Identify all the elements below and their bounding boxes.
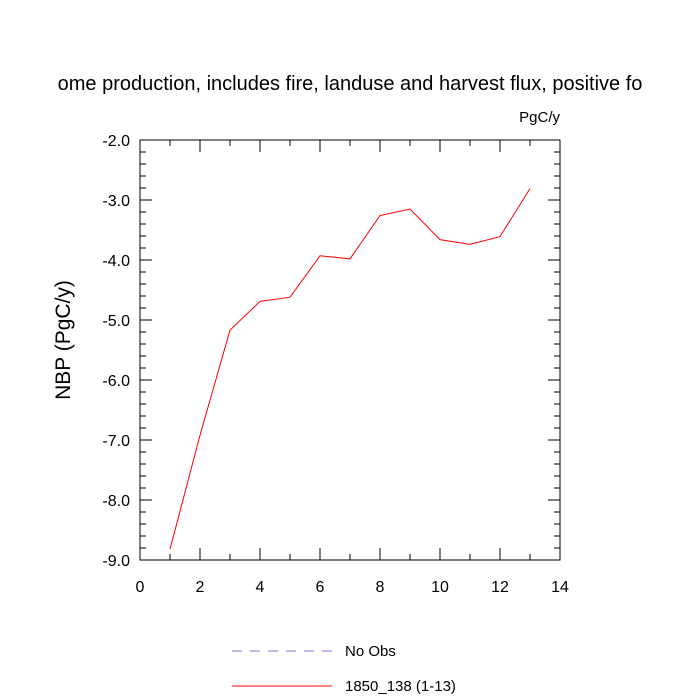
- series-line: [169, 188, 531, 550]
- x-tick-label: 2: [196, 579, 205, 596]
- y-tick-label: -8.0: [102, 493, 130, 510]
- x-tick-label: 12: [491, 579, 509, 596]
- legend: No Obs 1850_138 (1-13): [232, 643, 456, 695]
- chart-units: PgC/y: [519, 109, 560, 126]
- legend-label: No Obs: [345, 643, 396, 660]
- legend-label: 1850_138 (1-13): [345, 678, 456, 695]
- y-tick-label: -7.0: [102, 433, 130, 450]
- y-tick-label: -2.0: [102, 133, 130, 150]
- x-tick-label: 8: [376, 579, 385, 596]
- x-tick-label: 14: [551, 579, 569, 596]
- y-tick-label: -6.0: [102, 373, 130, 390]
- x-tick-label: 10: [431, 579, 449, 596]
- x-tick-label: 4: [256, 579, 265, 596]
- chart-title: ome production, includes fire, landuse a…: [58, 73, 643, 95]
- y-axis-label: NBP (PgC/y): [52, 280, 75, 400]
- x-tick-label: 6: [316, 579, 325, 596]
- x-tick-label: 0: [136, 579, 145, 596]
- y-axis-ticks: -2.0 -3.0 -4.0 -5.0 -6.0 -7.0 -8.0 -9.0: [102, 133, 560, 570]
- series-layer: [169, 188, 531, 550]
- y-tick-label: -3.0: [102, 193, 130, 210]
- plot-frame: [139, 139, 561, 561]
- x-axis-ticks: 0 2 4 6 8 10 12 14: [136, 140, 569, 596]
- y-tick-label: -5.0: [102, 313, 130, 330]
- y-tick-label: -4.0: [102, 253, 130, 270]
- y-tick-label: -9.0: [102, 553, 130, 570]
